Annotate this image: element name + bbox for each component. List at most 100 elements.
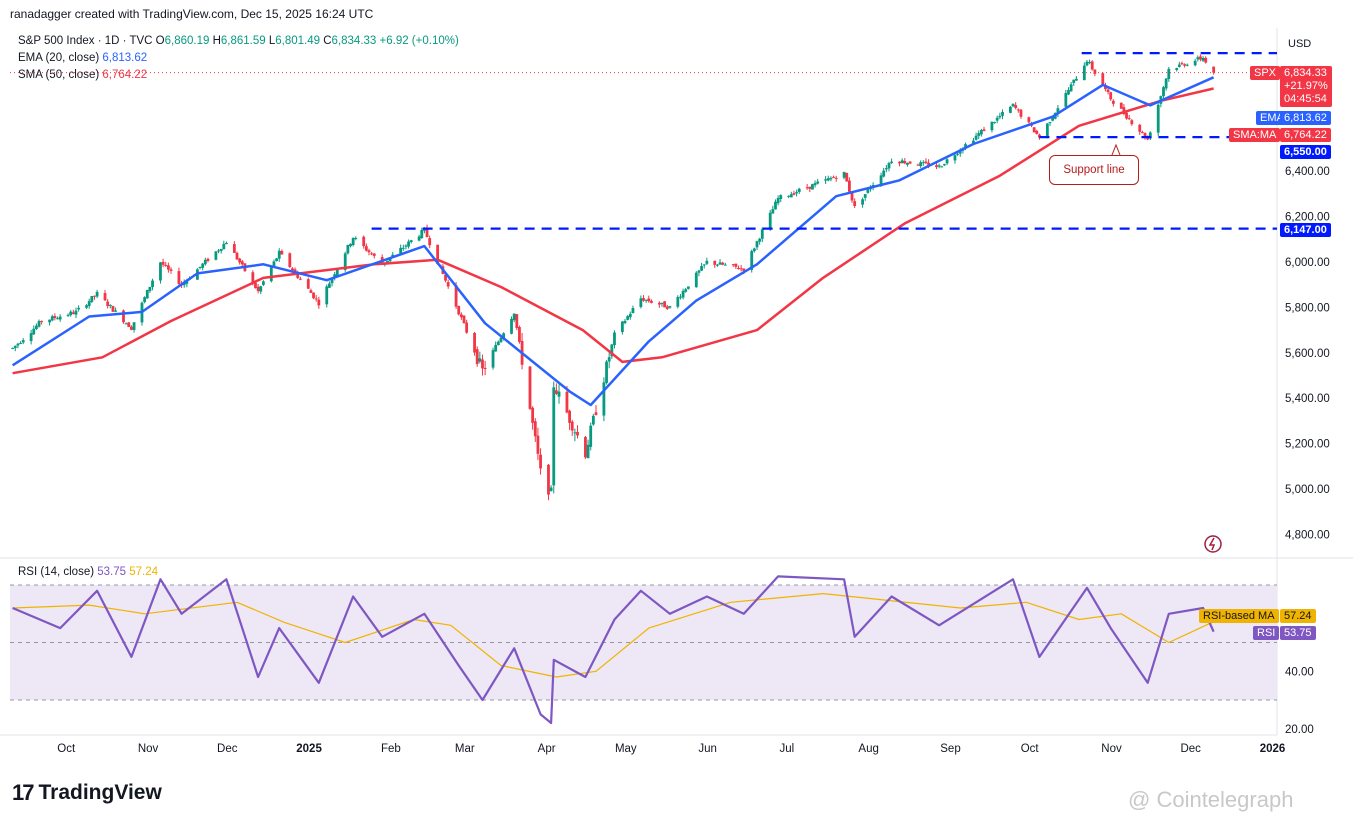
candle <box>663 300 667 308</box>
candle <box>903 158 907 165</box>
candle-body <box>462 315 466 324</box>
candle <box>232 241 236 254</box>
candle <box>591 413 595 426</box>
candle-body <box>145 290 149 299</box>
candle-body <box>940 166 944 168</box>
support-line-annotation[interactable]: Support line <box>1049 155 1139 185</box>
candle <box>602 377 606 422</box>
alert-icon <box>1204 535 1222 553</box>
time-tick-label: Oct <box>57 743 76 755</box>
support-price-tag: 6,550.00 <box>1280 145 1331 159</box>
candle <box>718 259 722 265</box>
candle <box>29 329 33 345</box>
candle <box>1082 62 1086 81</box>
candle-body <box>539 454 542 469</box>
candle <box>53 313 57 321</box>
candle-body <box>903 161 907 164</box>
candle <box>768 209 772 231</box>
candle <box>795 189 798 197</box>
candle-body <box>702 264 706 266</box>
candle-body <box>1009 106 1012 113</box>
candle-body <box>148 286 152 291</box>
candle <box>1109 91 1113 101</box>
tradingview-logo[interactable]: 17 TradingView <box>12 780 162 805</box>
candle <box>758 237 762 245</box>
candle <box>108 304 112 309</box>
candle-body <box>1045 123 1049 138</box>
candle-body <box>834 177 838 179</box>
candle-body <box>607 357 611 362</box>
candle <box>605 360 608 385</box>
candle-body <box>795 192 798 194</box>
candle-body <box>589 425 593 447</box>
candle <box>639 295 643 309</box>
candle-body <box>829 178 833 180</box>
candle <box>995 115 999 124</box>
candle <box>787 195 791 199</box>
candle <box>610 344 614 359</box>
candle-body <box>40 320 44 322</box>
rsi-legend[interactable]: RSI (14, close) 53.75 57.24 <box>18 566 159 578</box>
candle <box>792 190 796 196</box>
candle-body <box>95 291 99 297</box>
candle-body <box>937 165 941 167</box>
candle-body <box>446 282 450 287</box>
candle-body <box>309 290 313 293</box>
candle <box>1167 66 1171 82</box>
candle-body <box>631 308 635 314</box>
candle-body <box>884 168 888 170</box>
candle-body <box>1212 66 1216 73</box>
candle-body <box>900 160 904 164</box>
candle <box>697 269 701 277</box>
candle <box>103 289 107 302</box>
candle-body <box>533 421 537 437</box>
candle-body <box>478 358 482 362</box>
candle <box>943 163 946 166</box>
candle-body <box>547 464 550 495</box>
candle-body <box>409 240 413 242</box>
candle-body <box>879 175 883 185</box>
candle-body <box>924 161 928 164</box>
candle-body <box>143 297 147 303</box>
candle-body <box>731 264 735 266</box>
sma-legend[interactable]: SMA (50, close) 6,764.22 <box>18 69 148 81</box>
candle-body <box>787 195 791 197</box>
candle-body <box>53 315 57 319</box>
candle <box>539 448 542 475</box>
candle <box>1106 88 1110 95</box>
time-tick-label: Jul <box>779 743 794 755</box>
candle-body <box>1204 57 1208 63</box>
candle-body <box>518 326 521 342</box>
candle-body <box>1193 60 1197 66</box>
candle <box>1204 56 1208 64</box>
currency-label[interactable]: USD <box>1288 38 1312 50</box>
price-tick-label: 5,800.00 <box>1285 302 1330 314</box>
candle-body <box>296 272 300 278</box>
time-tick-label: Sep <box>940 743 960 755</box>
candle-body <box>605 361 608 383</box>
candle <box>50 314 54 322</box>
candle-body <box>536 435 540 454</box>
candle <box>650 299 653 304</box>
candle-body <box>816 181 820 184</box>
candle-body <box>528 366 532 409</box>
candle-body <box>647 298 651 302</box>
time-tick-label: Aug <box>858 743 878 755</box>
ema-legend[interactable]: EMA (20, close) 6,813.62 <box>18 52 148 64</box>
candle-body <box>797 188 801 193</box>
candle <box>298 276 302 281</box>
candle <box>40 320 44 325</box>
candle <box>1035 129 1039 135</box>
candle-body <box>496 341 500 346</box>
price-tick-label: 5,400.00 <box>1285 393 1330 405</box>
candle-body <box>1143 132 1147 139</box>
candle <box>1016 108 1020 113</box>
candle-body <box>34 325 38 329</box>
candle <box>979 128 983 137</box>
candle-body <box>11 347 15 349</box>
candle <box>705 257 709 266</box>
candle-body <box>679 296 682 298</box>
candle-body <box>219 249 223 251</box>
symbol-label[interactable]: S&P 500 Index · 1D · TVC <box>18 35 153 47</box>
